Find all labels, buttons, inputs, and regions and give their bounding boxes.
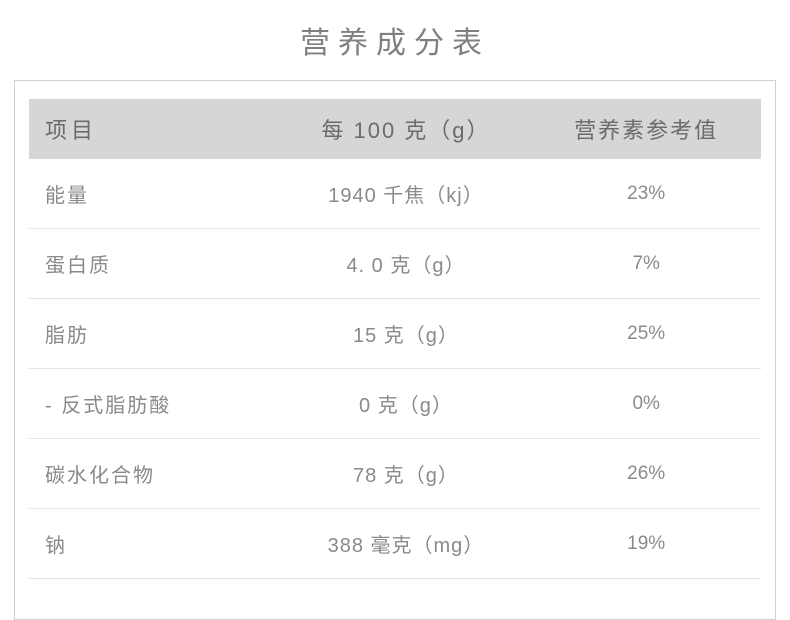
column-header-item: 项目 [29,99,271,159]
cell-item: 蛋白质 [29,229,271,299]
cell-item: 能量 [29,159,271,229]
cell-nrv: 7% [541,229,761,299]
cell-amount: 0 克（g） [271,369,542,439]
cell-amount: 1940 千焦（kj） [271,159,542,229]
cell-nrv: 25% [541,299,761,369]
cell-amount: 15 克（g） [271,299,542,369]
table-row: 蛋白质 4. 0 克（g） 7% [29,229,761,299]
nutrition-table: 项目 每 100 克（g） 营养素参考值 能量 1940 千焦（kj） 23% … [29,99,761,579]
cell-nrv: 23% [541,159,761,229]
table-row: - 反式脂肪酸 0 克（g） 0% [29,369,761,439]
table-row: 能量 1940 千焦（kj） 23% [29,159,761,229]
column-header-amount: 每 100 克（g） [271,99,542,159]
table-row: 碳水化合物 78 克（g） 26% [29,439,761,509]
cell-item: 脂肪 [29,299,271,369]
page-title: 营养成分表 [14,0,776,80]
cell-amount: 78 克（g） [271,439,542,509]
cell-nrv: 0% [541,369,761,439]
table-row: 钠 388 毫克（mg） 19% [29,509,761,579]
cell-amount: 4. 0 克（g） [271,229,542,299]
table-row: 脂肪 15 克（g） 25% [29,299,761,369]
cell-item: - 反式脂肪酸 [29,369,271,439]
cell-amount: 388 毫克（mg） [271,509,542,579]
cell-item: 碳水化合物 [29,439,271,509]
column-header-nrv: 营养素参考值 [541,99,761,159]
cell-nrv: 26% [541,439,761,509]
table-header-row: 项目 每 100 克（g） 营养素参考值 [29,99,761,159]
nutrition-table-frame: 项目 每 100 克（g） 营养素参考值 能量 1940 千焦（kj） 23% … [14,80,776,620]
cell-item: 钠 [29,509,271,579]
cell-nrv: 19% [541,509,761,579]
